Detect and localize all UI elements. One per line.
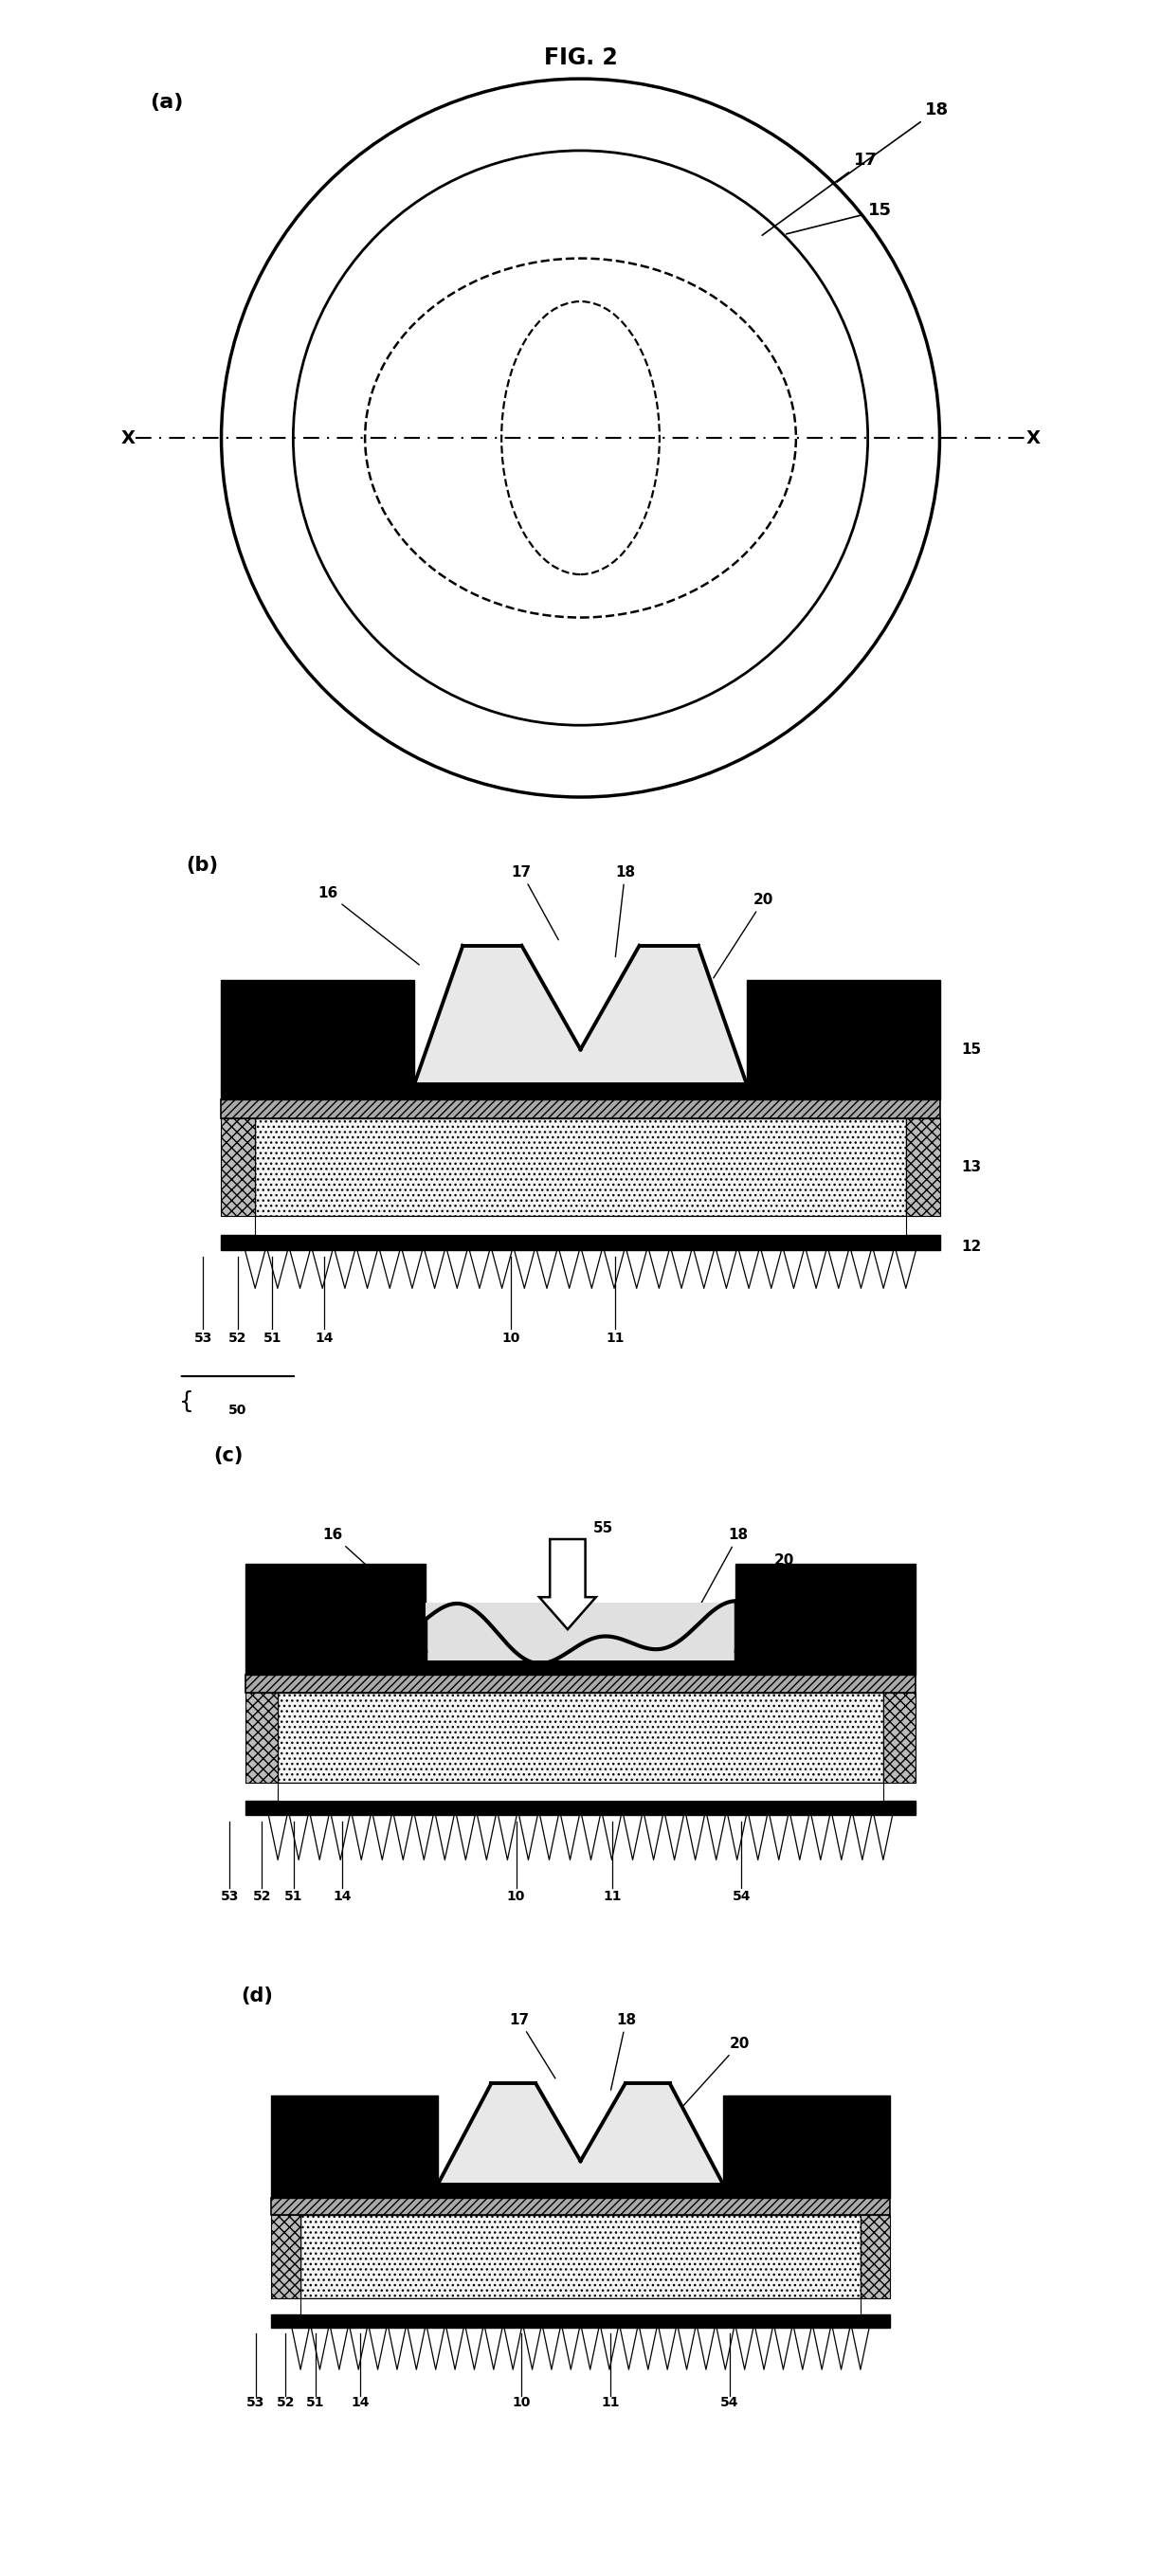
Bar: [723, 2094, 890, 2184]
Text: 17: 17: [763, 152, 878, 234]
Text: 13: 13: [961, 1159, 981, 1175]
Bar: [255, 1118, 906, 1216]
Text: 10: 10: [512, 2396, 531, 2409]
Text: 18: 18: [837, 100, 949, 183]
Text: (b): (b): [186, 855, 218, 876]
Bar: [271, 2184, 890, 2197]
Text: 15: 15: [961, 1043, 981, 1056]
Text: (a): (a): [150, 93, 183, 113]
Text: 17: 17: [509, 2012, 555, 2079]
Text: 16: 16: [317, 886, 419, 966]
Bar: [906, 1118, 940, 1216]
Text: (c): (c): [214, 1448, 243, 1466]
Bar: [271, 2316, 890, 2329]
Bar: [271, 2215, 301, 2298]
FancyArrow shape: [539, 1540, 596, 1631]
Text: 52: 52: [229, 1332, 247, 1345]
Text: 50: 50: [229, 1404, 247, 1417]
Text: 20: 20: [714, 894, 774, 979]
Text: X: X: [1026, 430, 1040, 446]
Text: 51: 51: [284, 1888, 303, 1904]
Text: (d): (d): [241, 1986, 273, 2004]
Text: 54: 54: [733, 1888, 751, 1904]
Text: X: X: [121, 430, 135, 446]
Bar: [747, 981, 940, 1084]
Text: 55: 55: [593, 1522, 613, 1535]
Bar: [860, 2215, 890, 2298]
Bar: [221, 1118, 255, 1216]
Text: 12: 12: [961, 1239, 981, 1255]
Text: 18: 18: [615, 866, 635, 956]
Text: 53: 53: [246, 2396, 265, 2409]
Text: 51: 51: [307, 2396, 325, 2409]
Text: 10: 10: [502, 1332, 520, 1345]
Text: 20: 20: [743, 1553, 794, 1620]
Text: {: {: [179, 1391, 194, 1412]
Text: 11: 11: [601, 2396, 620, 2409]
Text: FIG. 2: FIG. 2: [543, 46, 618, 70]
Bar: [277, 1692, 884, 1783]
Text: 14: 14: [315, 1332, 333, 1345]
Bar: [246, 1662, 915, 1674]
Bar: [884, 1692, 915, 1783]
Text: 11: 11: [606, 1332, 625, 1345]
Text: 10: 10: [507, 1888, 525, 1904]
Bar: [221, 1100, 940, 1118]
Bar: [301, 2298, 860, 2316]
Bar: [735, 1564, 915, 1662]
Bar: [246, 1801, 915, 1814]
Text: 52: 52: [252, 1888, 271, 1904]
Bar: [221, 981, 414, 1084]
Polygon shape: [426, 1602, 735, 1662]
Text: 53: 53: [194, 1332, 212, 1345]
Text: 11: 11: [604, 1888, 622, 1904]
Bar: [277, 1783, 884, 1801]
Text: 54: 54: [720, 2396, 738, 2409]
Text: 53: 53: [221, 1888, 239, 1904]
Bar: [301, 2215, 860, 2298]
Bar: [246, 1564, 426, 1662]
Bar: [246, 1692, 277, 1783]
Text: 14: 14: [351, 2396, 369, 2409]
Bar: [271, 2197, 890, 2215]
Bar: [221, 1084, 940, 1100]
Polygon shape: [414, 945, 747, 1084]
Bar: [246, 1674, 915, 1692]
Text: 19: 19: [753, 1090, 773, 1105]
Text: 18: 18: [698, 1528, 749, 1610]
Text: 15: 15: [786, 201, 892, 234]
Text: 14: 14: [333, 1888, 352, 1904]
Text: 16: 16: [323, 1528, 434, 1625]
Bar: [271, 2094, 438, 2184]
Text: 17: 17: [511, 866, 558, 940]
Text: 51: 51: [264, 1332, 282, 1345]
Bar: [255, 1216, 906, 1234]
Bar: [221, 1234, 940, 1249]
Polygon shape: [438, 2084, 723, 2184]
Text: 18: 18: [611, 2012, 636, 2089]
Text: 52: 52: [276, 2396, 295, 2409]
Text: 20: 20: [684, 2038, 750, 2105]
